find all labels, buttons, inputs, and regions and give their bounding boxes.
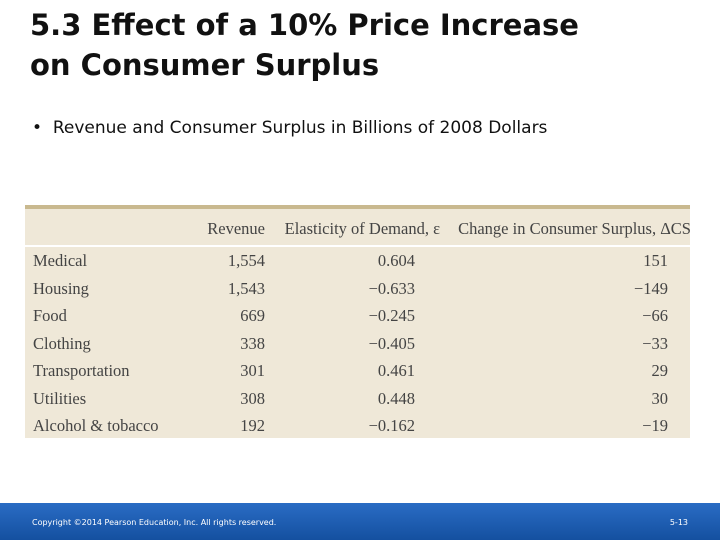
table: Revenue Elasticity of Demand, ε Change in … [25,205,691,438]
table-cell: 151 [643,251,668,270]
table-cell: −0.162 [368,416,415,435]
row-label: Food [33,306,67,325]
table-cell: −0.245 [368,306,415,325]
row-label: Housing [33,278,89,298]
column-header: Elasticity of Demand, ε [284,219,440,238]
row-label: Medical [33,251,88,270]
bullet-text: Revenue and Consumer Surplus in Billions… [52,118,548,138]
row-label: Utilities [33,388,87,408]
column-header: Revenue [207,219,265,238]
table-cell: 1,543 [227,278,265,298]
title: 5.3 Effect of a 10% Price Increase [30,8,579,42]
table-cell: 0.461 [377,361,415,380]
table-cell: −149 [633,278,668,298]
bullet: • Revenue and Consumer Surplus in Billio… [32,118,548,138]
page-number: 5-13 [669,518,688,527]
table-header [25,213,690,247]
column-header: Change in Consumer Surplus, ΔCS [458,219,691,238]
table-cell: 30 [651,388,669,408]
title: on Consumer Surplus [30,48,380,82]
table-cell: 1,554 [227,251,265,270]
footer: Copyright ©2014 Pearson Education, Inc. … [0,503,720,540]
table-cell: −19 [642,416,668,435]
table-cell: 301 [240,361,265,380]
table-cell: −66 [642,306,668,325]
table-cell: −0.405 [368,333,415,353]
table-cell: −0.633 [368,278,415,298]
table-cell: 29 [651,361,669,380]
row-label: Alcohol & tobacco [33,416,159,435]
row-label: Transportation [33,361,130,380]
table-cell: 192 [240,416,265,435]
table-cell: 0.604 [377,251,415,270]
table-cell: 308 [240,388,265,408]
table-cell: 669 [240,306,265,325]
table-cell: −33 [642,333,668,353]
row-label: Clothing [33,333,91,353]
table-cell: 0.448 [377,388,415,408]
copyright: Copyright ©2014 Pearson Education, Inc. … [32,518,277,527]
table-cell: 338 [240,333,265,353]
